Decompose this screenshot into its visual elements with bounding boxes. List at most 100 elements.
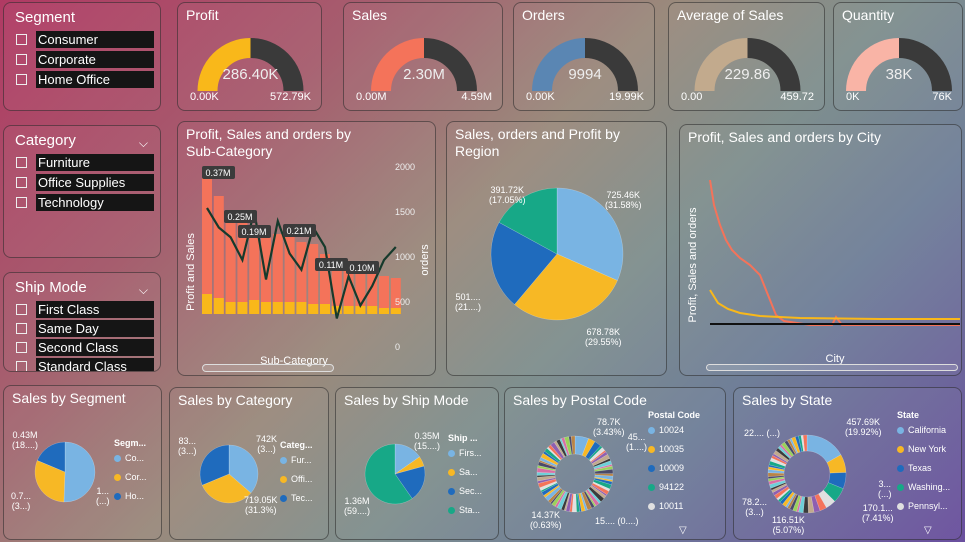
legend-item[interactable]: Sta...: [448, 505, 482, 515]
legend-item[interactable]: 10011: [648, 501, 700, 511]
pie-slice: [537, 461, 557, 470]
checkbox[interactable]: [16, 197, 27, 208]
checkbox[interactable]: [16, 54, 27, 65]
checkbox[interactable]: [16, 304, 27, 315]
checkbox[interactable]: [16, 342, 27, 353]
legend-item[interactable]: Pennsyl...: [897, 501, 950, 511]
pie-slice: [565, 493, 573, 512]
pie-slice: [814, 493, 827, 512]
legend-item[interactable]: Washing...: [897, 482, 950, 492]
legend-item[interactable]: 10024: [648, 425, 700, 435]
shipmode-option-first-class[interactable]: First Class: [16, 301, 154, 318]
profit-bar: [379, 308, 389, 314]
region-pie: [490, 187, 624, 321]
kpi-gauge: [846, 38, 952, 92]
profit-bar: [225, 302, 236, 314]
pie-slice: [588, 445, 603, 461]
bar-data-label: 0.37M: [205, 168, 230, 178]
shipmode-option-second-class[interactable]: Second Class: [16, 339, 154, 356]
legend-item[interactable]: Texas: [897, 463, 950, 473]
pie-slice: [544, 447, 561, 463]
state-label-c: 3... (...): [878, 479, 892, 499]
gauge-track: [584, 38, 638, 92]
legend-item[interactable]: Fur...: [280, 455, 313, 465]
segment-slicer: Segment Consumer Corporate Home Office: [3, 2, 161, 111]
postal-label-c: 14.37K (0.63%): [530, 510, 562, 530]
kpi-min: 0.00K: [190, 91, 219, 103]
segment-option-consumer[interactable]: Consumer: [16, 31, 154, 48]
pie-slice: [490, 222, 558, 305]
legend-item[interactable]: California: [897, 425, 950, 435]
legend-item[interactable]: Sec...: [448, 486, 482, 496]
region-chart: Sales, orders and Profit by Region 725.4…: [446, 121, 667, 376]
gauge-fill: [197, 38, 252, 92]
segment-option-home-office[interactable]: Home Office: [16, 71, 154, 88]
checkbox[interactable]: [16, 157, 27, 168]
legend-item[interactable]: Sa...: [448, 467, 482, 477]
pie-slice: [199, 444, 230, 486]
segment-option-corporate[interactable]: Corporate: [16, 51, 154, 68]
category-option-office-supplies[interactable]: Office Supplies: [16, 174, 154, 191]
category-option-technology[interactable]: Technology: [16, 194, 154, 211]
legend-item[interactable]: Offi...: [280, 474, 313, 484]
pie-slice: [34, 460, 66, 503]
legend-item[interactable]: Co...: [114, 453, 147, 463]
state-donut-chart: Sales by State 457.69K (19.92%) 22.... (.…: [733, 387, 962, 540]
profit-bar: [355, 306, 366, 314]
legend-item[interactable]: 10009: [648, 463, 700, 473]
checkbox[interactable]: [16, 361, 27, 371]
subcategory-chart-title: Profit, Sales and orders by Sub-Category: [186, 126, 351, 159]
shipmode-pie-chart: Sales by Ship Mode 0.35M (15....) 1.36M (5…: [335, 387, 499, 540]
legend-item[interactable]: Tec...: [280, 493, 313, 503]
pie-slice: [592, 458, 611, 468]
region-label-east: 678.78K (29.55%): [585, 327, 622, 347]
pie-slice: [771, 455, 788, 465]
pie-slice: [592, 481, 611, 492]
pie-slice: [588, 486, 605, 503]
subcategory-scrollbar[interactable]: [202, 364, 334, 372]
city-chart: Profit, Sales and orders by City Profit,…: [679, 124, 962, 376]
category-label-c: 83... (3...): [178, 436, 197, 456]
gauge-track: [423, 38, 477, 92]
category-slicer-title: Category: [15, 132, 76, 149]
chevron-down-icon[interactable]: ⌵: [138, 136, 148, 150]
pie-slice: [770, 482, 787, 491]
checkbox[interactable]: [16, 74, 27, 85]
pie-slice: [556, 491, 569, 510]
segment-pie-title: Sales by Segment: [12, 390, 126, 406]
pie-slice: [560, 492, 570, 511]
shipmode-option-standard-class[interactable]: Standard Class: [16, 358, 154, 371]
shipmode-label-b: 1.36M (59....): [344, 496, 371, 516]
legend-item[interactable]: 94122: [648, 482, 700, 492]
pie-slice: [394, 443, 420, 475]
kpi-max: 4.59M: [461, 91, 492, 103]
shipmode-slicer-title: Ship Mode: [15, 279, 87, 296]
y2-tick: 1000: [395, 252, 415, 262]
pie-slice: [773, 450, 790, 463]
pie-slice: [771, 483, 788, 493]
kpi-title: Average of Sales: [677, 7, 784, 23]
legend-item[interactable]: Ho...: [114, 491, 147, 501]
shipmode-option-same-day[interactable]: Same Day: [16, 320, 154, 337]
kpi-min: 0.00K: [526, 91, 555, 103]
checkbox[interactable]: [16, 323, 27, 334]
legend-item[interactable]: Firs...: [448, 448, 482, 458]
legend-scroll-down-icon[interactable]: ▽: [679, 525, 687, 536]
legend-item[interactable]: 10035: [648, 444, 700, 454]
pie-slice: [590, 451, 608, 465]
legend-item[interactable]: New York: [897, 444, 950, 454]
city-xlabel: City: [826, 353, 845, 365]
city-scrollbar[interactable]: [706, 364, 958, 371]
pie-slice: [547, 444, 563, 461]
sales-bar: [261, 232, 271, 314]
legend-scroll-down-icon[interactable]: ▽: [924, 525, 932, 536]
chevron-down-icon[interactable]: ⌵: [138, 283, 148, 297]
pie-slice: [810, 495, 821, 513]
kpi-title: Orders: [522, 7, 565, 23]
category-option-furniture[interactable]: Furniture: [16, 154, 154, 171]
legend-item[interactable]: Cor...: [114, 472, 147, 482]
checkbox[interactable]: [16, 34, 27, 45]
kpi-value: 229.86: [724, 66, 771, 83]
checkbox[interactable]: [16, 177, 27, 188]
profit-bar: [320, 304, 330, 314]
